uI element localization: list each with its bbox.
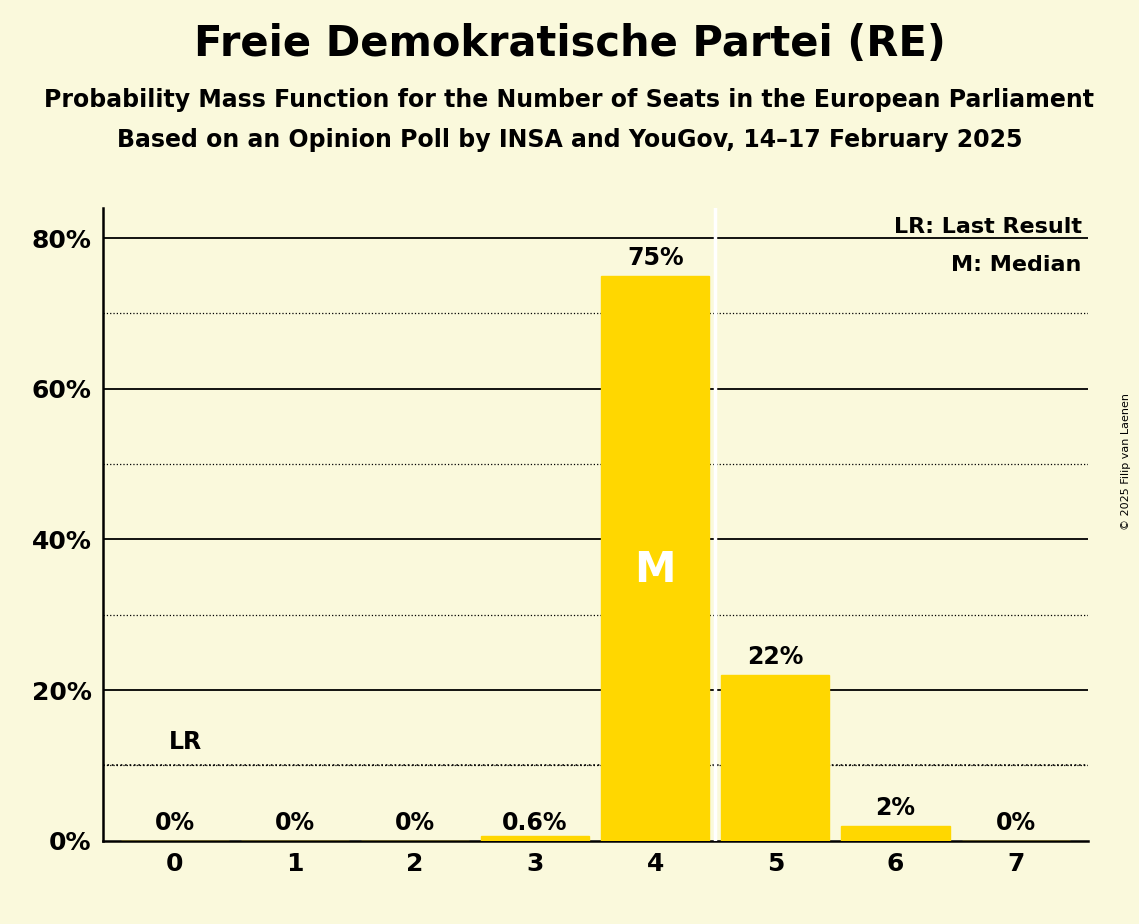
Text: LR: LR [169,730,202,754]
Text: Freie Demokratische Partei (RE): Freie Demokratische Partei (RE) [194,23,945,65]
Text: 75%: 75% [626,246,683,270]
Text: M: Median: M: Median [951,255,1082,275]
Text: © 2025 Filip van Laenen: © 2025 Filip van Laenen [1121,394,1131,530]
Text: 0%: 0% [274,811,314,834]
Text: Probability Mass Function for the Number of Seats in the European Parliament: Probability Mass Function for the Number… [44,88,1095,112]
Text: 0.6%: 0.6% [502,811,568,834]
Text: 0%: 0% [155,811,195,834]
Text: 0%: 0% [995,811,1035,834]
Bar [721,675,829,841]
Text: 2%: 2% [876,796,916,820]
Bar [842,826,950,841]
Text: 22%: 22% [747,645,803,669]
Text: 0%: 0% [395,811,435,834]
Text: M: M [634,549,675,590]
Text: Based on an Opinion Poll by INSA and YouGov, 14–17 February 2025: Based on an Opinion Poll by INSA and You… [117,128,1022,152]
Bar [481,836,589,841]
Text: LR: Last Result: LR: Last Result [894,217,1082,237]
Bar [601,275,710,841]
